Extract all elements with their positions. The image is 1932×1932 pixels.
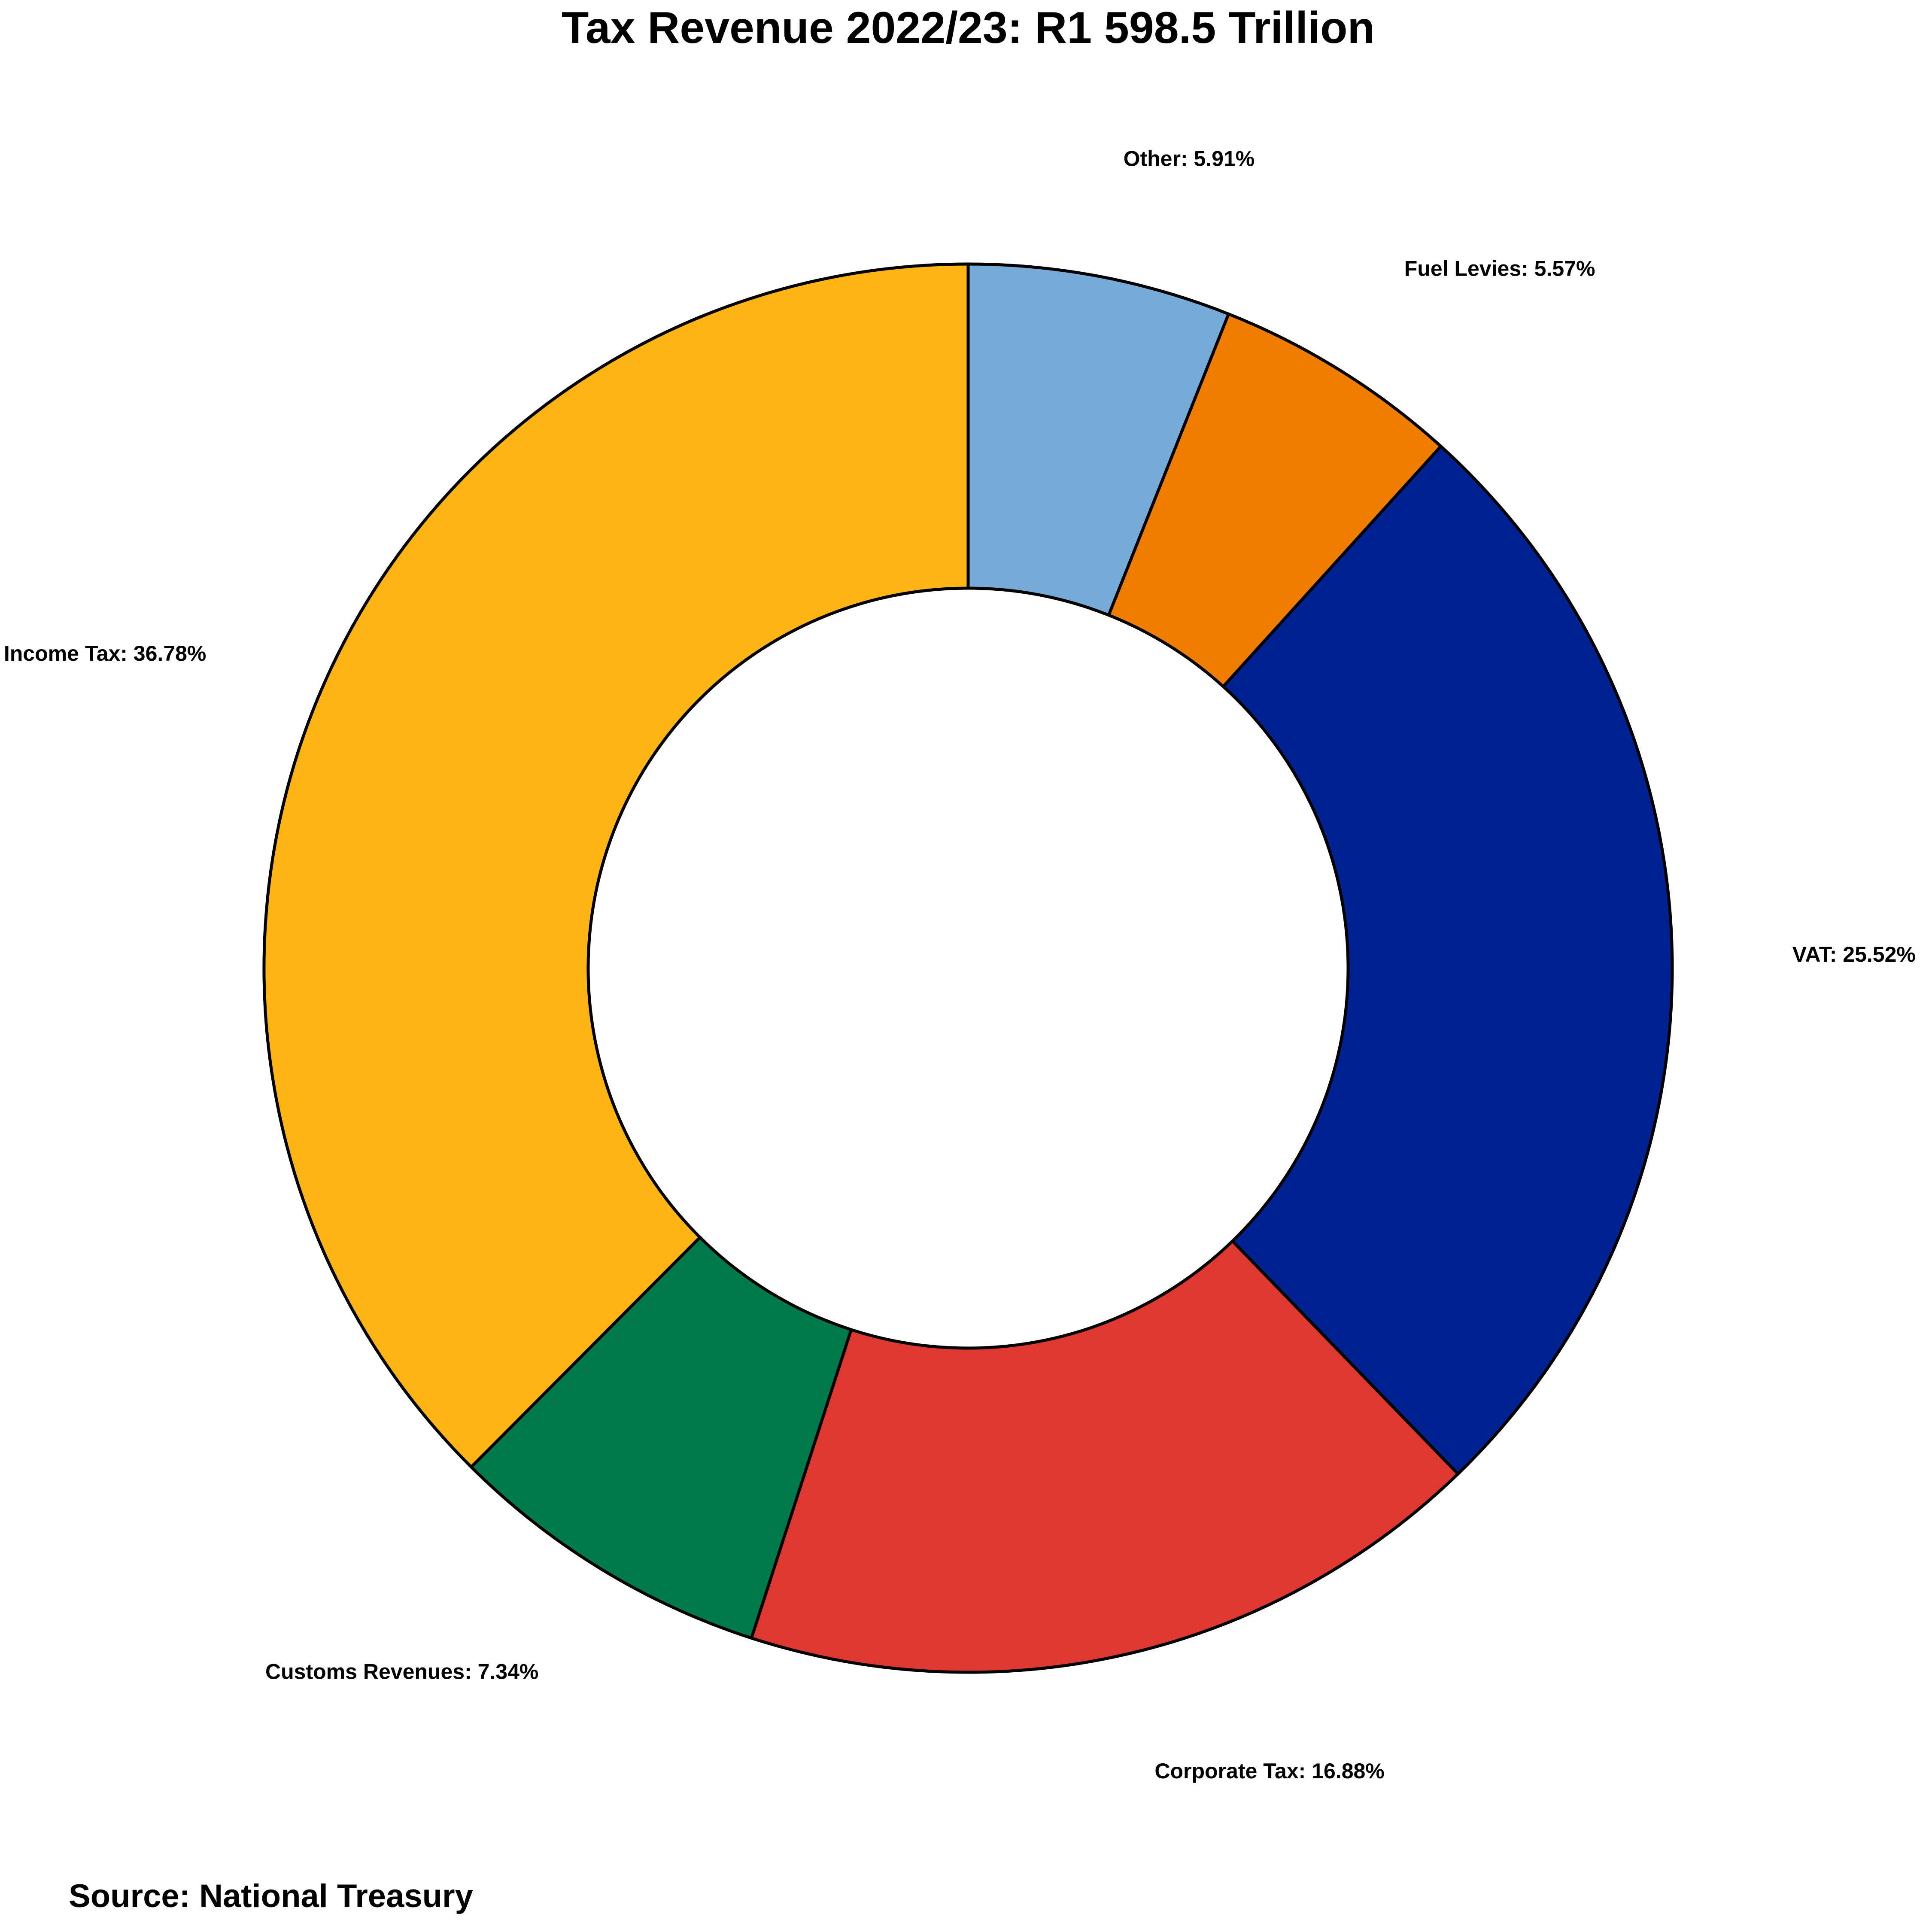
source-note: Source: National Treasury	[69, 1878, 473, 1914]
slice-income-tax	[262, 262, 970, 1469]
slice-label-customs-revenues: Customs Revenues: 7.34%	[265, 1660, 538, 1684]
slice-label-fuel-levies: Fuel Levies: 5.57%	[1404, 257, 1595, 281]
slice-other	[966, 262, 1230, 617]
slice-corporate-tax	[750, 1239, 1460, 1674]
slice-label-income-tax: Income Tax: 36.78%	[4, 641, 207, 665]
chart-title: Tax Revenue 2022/23: R1 598.5 Trillion	[562, 3, 1375, 53]
slice-label-other: Other: 5.91%	[1124, 146, 1255, 170]
slice-label-vat: VAT: 25.52%	[1792, 942, 1916, 966]
slice-labels: Other: 5.91% Fuel Levies: 5.57% VAT: 25.52…	[4, 146, 1916, 1783]
slice-customs-revenues	[470, 1236, 853, 1640]
slice-vat	[1221, 445, 1674, 1476]
slice-fuel-levies	[1107, 312, 1443, 688]
slice-label-corporate-tax: Corporate Tax: 16.88%	[1154, 1759, 1384, 1783]
donut-slices	[262, 262, 1674, 1674]
